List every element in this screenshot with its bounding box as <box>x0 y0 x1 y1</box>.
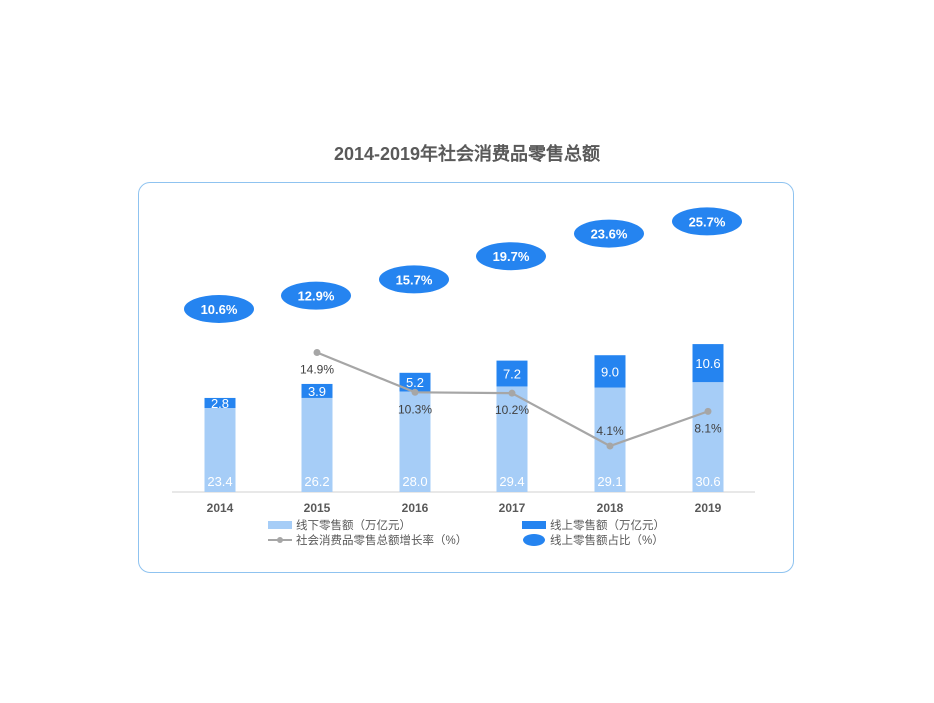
bar-online-2018 <box>594 355 626 388</box>
bar-online-label-2016: 5.2 <box>406 375 424 390</box>
growth-rate-point-2017 <box>508 389 516 397</box>
bar-online-label-2017: 7.2 <box>503 367 521 382</box>
share-label-2017: 19.7% <box>493 249 530 264</box>
bar-online-2014 <box>204 397 236 408</box>
chart-frame <box>138 182 794 573</box>
bar-offline-2014 <box>204 407 236 492</box>
share-label-2019: 25.7% <box>689 214 726 229</box>
bar-offline-label-2019: 30.6 <box>695 474 720 489</box>
x-tick-label-2019: 2019 <box>695 501 722 515</box>
bar-online-2016 <box>399 372 431 392</box>
x-tick-label-2017: 2017 <box>499 501 526 515</box>
x-tick-label-2015: 2015 <box>304 501 331 515</box>
bar-online-2015 <box>301 383 333 398</box>
bar-online-label-2019: 10.6 <box>695 356 720 371</box>
bar-online-label-2014: 2.8 <box>211 396 229 411</box>
share-label-2018: 23.6% <box>591 227 628 242</box>
share-ellipse-2016 <box>379 265 449 294</box>
bar-offline-2015 <box>301 397 333 492</box>
x-tick-label-2018: 2018 <box>597 501 624 515</box>
legend-label-offline: 线下零售额（万亿元） <box>296 518 411 532</box>
share-ellipse-2017 <box>476 242 546 271</box>
bar-online-2017 <box>496 360 528 387</box>
bar-offline-label-2014: 23.4 <box>207 474 232 489</box>
share-label-2014: 10.6% <box>201 302 238 317</box>
bar-offline-label-2016: 28.0 <box>402 474 427 489</box>
legend-label-share: 线上零售额占比（%） <box>550 533 664 547</box>
legend-swatch-offline <box>268 521 292 529</box>
share-ellipse-2019 <box>672 207 742 236</box>
x-tick-label-2016: 2016 <box>402 501 429 515</box>
share-ellipse-2015 <box>281 281 351 310</box>
x-tick-label-2014: 2014 <box>207 501 234 515</box>
share-label-2016: 15.7% <box>396 272 433 287</box>
legend-label-online: 线上零售额（万亿元） <box>550 518 665 532</box>
bar-offline-label-2015: 26.2 <box>304 474 329 489</box>
share-label-2015: 12.9% <box>298 289 335 304</box>
growth-rate-label-2015: 14.9% <box>300 362 334 376</box>
bar-online-2019 <box>692 344 724 383</box>
share-ellipse-2018 <box>574 219 644 248</box>
bar-offline-label-2018: 29.1 <box>597 474 622 489</box>
growth-rate-label-2018: 4.1% <box>596 424 624 438</box>
bar-offline-2019 <box>692 382 724 492</box>
legend-swatch-growth-point <box>277 537 283 543</box>
bar-offline-2016 <box>399 391 431 492</box>
bar-offline-label-2017: 29.4 <box>499 474 524 489</box>
growth-rate-point-2018 <box>606 442 614 450</box>
bar-online-label-2018: 9.0 <box>601 364 619 379</box>
legend-swatch-share <box>523 534 545 546</box>
growth-rate-point-2016 <box>411 388 419 396</box>
legend-swatch-online <box>522 521 546 529</box>
growth-rate-label-2016: 10.3% <box>398 402 432 416</box>
bar-online-label-2015: 3.9 <box>308 384 326 399</box>
growth-rate-label-2019: 8.1% <box>694 421 722 435</box>
growth-rate-point-2015 <box>313 348 321 356</box>
chart-title: 2014-2019年社会消费品零售总额 <box>333 144 601 164</box>
bar-offline-2017 <box>496 386 528 492</box>
growth-rate-point-2019 <box>704 407 712 415</box>
share-ellipse-2014 <box>184 295 254 323</box>
legend-label-growth: 社会消费品零售总额增长率（%） <box>296 533 467 547</box>
growth-rate-label-2017: 10.2% <box>495 403 529 417</box>
